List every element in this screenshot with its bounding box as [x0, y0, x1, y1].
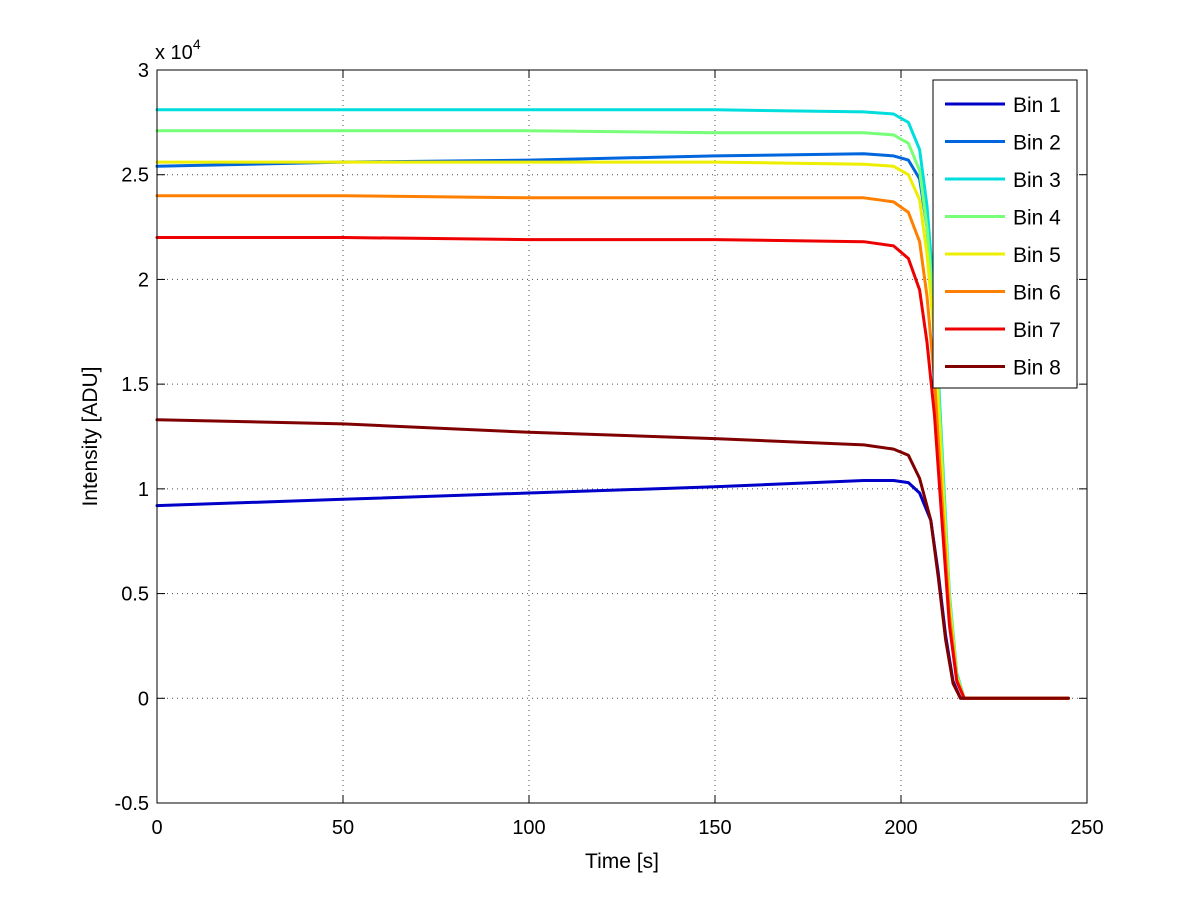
y-tick-label: 2.5 [121, 165, 149, 187]
series-line-bin-1 [155, 479, 1070, 700]
y-tick-label: 1 [138, 479, 149, 501]
y-axis-multiplier: x 104 [155, 36, 201, 64]
x-tick-label: 150 [698, 817, 731, 839]
legend-entry: Bin 1 [1013, 94, 1061, 117]
legend-entry: Bin 5 [1013, 244, 1061, 267]
y-tick-label: 3 [138, 60, 149, 82]
y-tick-label: 0.5 [121, 584, 149, 606]
legend-entry: Bin 7 [1013, 319, 1061, 342]
legend-entry: Bin 6 [1013, 282, 1061, 305]
legend-entry: Bin 3 [1013, 169, 1061, 192]
legend-entry: Bin 8 [1013, 357, 1061, 380]
series-line-bin-5 [155, 160, 1070, 700]
series-lines [155, 108, 1070, 700]
legend: Bin 1 Bin 2 Bin 3 Bin 4 Bin 5 Bin 6 Bin 7 Bin 8 [932, 79, 1078, 389]
axis-ticks: 0 50 100 150 200 250-0.500.511.522.53 [115, 60, 1104, 839]
x-axis-label: Time [s] [585, 850, 659, 873]
y-tick-label: 0 [138, 688, 149, 710]
y-tick-label: 2 [138, 269, 149, 291]
series-line-bin-2 [155, 152, 1070, 700]
y-multiplier-exponent: 4 [193, 36, 201, 52]
x-tick-label: 0 [151, 817, 162, 839]
x-tick-label: 200 [884, 817, 917, 839]
legend-entry: Bin 2 [1013, 132, 1061, 155]
y-axis-label: Intensity [ADU] [79, 366, 102, 506]
legend-entry: Bin 4 [1013, 207, 1061, 230]
plot-frame [156, 69, 1088, 804]
series-line-bin-8 [155, 418, 1070, 700]
legend-box [932, 79, 1078, 389]
y-tick-label: -0.5 [115, 793, 149, 815]
x-tick-label: 250 [1070, 817, 1103, 839]
y-tick-label: 1.5 [121, 374, 149, 396]
series-line-bin-7 [155, 236, 1070, 700]
x-tick-label: 50 [332, 817, 354, 839]
x-tick-label: 100 [512, 817, 545, 839]
series-line-bin-4 [155, 129, 1070, 700]
y-multiplier-base: x 10 [155, 42, 193, 64]
